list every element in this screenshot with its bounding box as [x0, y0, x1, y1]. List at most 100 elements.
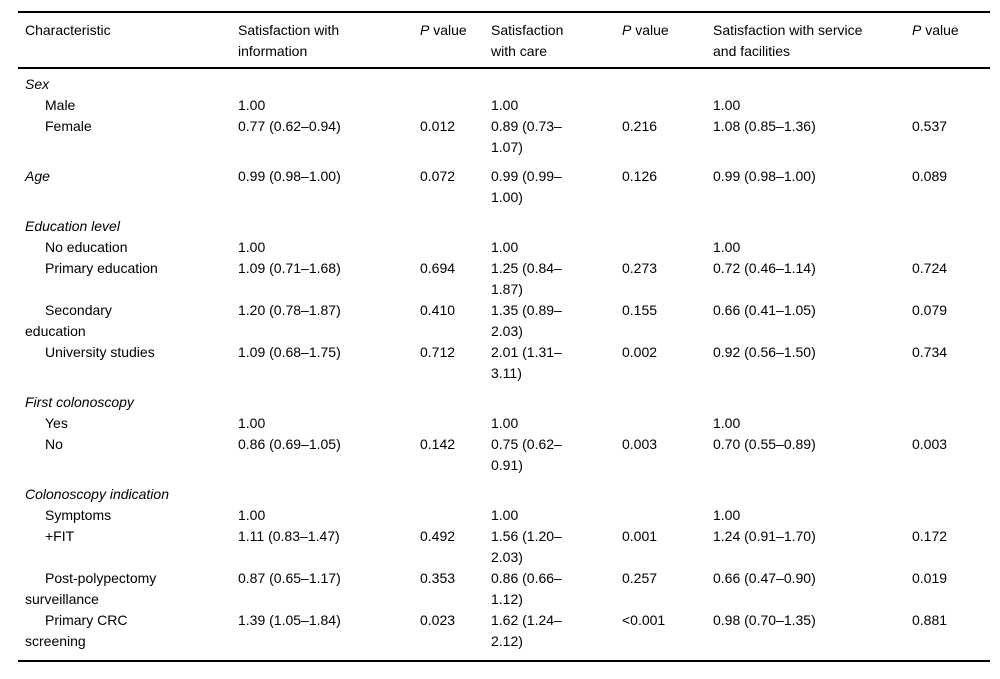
cell-p1: 0.410	[420, 302, 456, 318]
item-row: Female 0.77 (0.62–0.94) 0.012 0.89 (0.73– 1…	[18, 116, 990, 158]
col-header-or1: Satisfaction with information	[238, 22, 340, 59]
item-row: Male 1.00 1.00 1.00	[18, 95, 990, 116]
cell-p2	[622, 384, 713, 413]
cell-or1	[238, 68, 420, 95]
cell-p1: 0.694	[420, 260, 456, 276]
cell-or2	[491, 476, 622, 505]
cell-or1	[238, 384, 420, 413]
cell-or2: 1.62 (1.24– 2.12)	[491, 612, 562, 649]
cell-or3: 0.66 (0.47–0.90)	[713, 570, 816, 586]
cell-label: Education level	[25, 218, 120, 234]
header-row: Characteristic Satisfaction with informat…	[18, 12, 990, 68]
item-row: Primary CRC screening 1.39 (1.05–1.84) 0.0…	[18, 610, 990, 661]
cell-label: No education	[45, 239, 128, 255]
cell-p1: 0.023	[420, 612, 456, 628]
cell-or1: 1.39 (1.05–1.84)	[238, 612, 341, 628]
cell-p2	[622, 95, 713, 116]
item-row: No education 1.00 1.00 1.00	[18, 237, 990, 258]
p-value-italic-prefix: P	[912, 22, 922, 38]
cell-or2	[491, 384, 622, 413]
cell-p3	[912, 413, 990, 434]
col-header-p1: P value	[420, 12, 491, 68]
cell-or2: 1.25 (0.84– 1.87)	[491, 260, 562, 297]
cell-or2: 1.00	[491, 97, 519, 113]
cell-p1	[420, 476, 491, 505]
cell-or3: 0.72 (0.46–1.14)	[713, 260, 816, 276]
cell-or3: 0.66 (0.41–1.05)	[713, 302, 816, 318]
cell-or3: 0.99 (0.98–1.00)	[713, 168, 816, 184]
cell-or3: 0.92 (0.56–1.50)	[713, 344, 816, 360]
cell-label: First colonoscopy	[25, 394, 134, 410]
cell-or1	[238, 208, 420, 237]
cell-p1	[420, 384, 491, 413]
cell-label: Post-polypectomy surveillance	[25, 570, 157, 607]
cell-p2	[622, 413, 713, 434]
cell-p2: 0.002	[622, 344, 658, 360]
cell-or1	[238, 476, 420, 505]
cell-p2: 0.001	[622, 528, 658, 544]
cell-p1: 0.142	[420, 436, 456, 452]
cell-or1: 1.11 (0.83–1.47)	[238, 528, 340, 544]
cell-p1	[420, 237, 491, 258]
cell-p3	[912, 208, 990, 237]
cell-label: Secondary education	[25, 302, 112, 339]
cell-p3	[912, 68, 990, 95]
cell-or2: 1.56 (1.20– 2.03)	[491, 528, 562, 565]
cell-p3: 0.537	[912, 118, 948, 134]
cell-p2	[622, 208, 713, 237]
cell-label: Primary education	[45, 260, 158, 276]
group-row: Education level	[18, 208, 990, 237]
group-row: Colonoscopy indication	[18, 476, 990, 505]
cell-p3: 0.734	[912, 344, 948, 360]
cell-or3: 1.00	[713, 415, 741, 431]
col-header-label: Characteristic	[25, 22, 111, 38]
cell-p1: 0.712	[420, 344, 456, 360]
cell-or1: 1.00	[238, 239, 266, 255]
cell-label: Colonoscopy indication	[25, 486, 169, 502]
cell-p2: 0.257	[622, 570, 658, 586]
cell-p2: <0.001	[622, 612, 666, 628]
cell-label: Male	[45, 97, 76, 113]
cell-p3: 0.172	[912, 528, 948, 544]
cell-or1: 1.20 (0.78–1.87)	[238, 302, 341, 318]
cell-p1: 0.072	[420, 168, 456, 184]
cell-p2	[622, 68, 713, 95]
cell-p2: 0.273	[622, 260, 658, 276]
cell-or3	[713, 68, 912, 95]
cell-label: Symptoms	[45, 507, 112, 523]
cell-p3	[912, 476, 990, 505]
cell-label: Sex	[25, 76, 50, 92]
cell-or1: 1.00	[238, 507, 266, 523]
p-value-rest: value	[631, 22, 669, 38]
cell-or2: 0.75 (0.62– 0.91)	[491, 436, 562, 473]
cell-label: +FIT	[45, 528, 75, 544]
cell-or2	[491, 208, 622, 237]
cell-label: Yes	[45, 415, 68, 431]
item-row: Symptoms 1.00 1.00 1.00	[18, 505, 990, 526]
cell-or2: 1.00	[491, 507, 519, 523]
item-row: Primary education 1.09 (0.71–1.68) 0.694 1.…	[18, 258, 990, 300]
cell-or2: 1.00	[491, 415, 519, 431]
cell-or2: 1.00	[491, 239, 519, 255]
cell-or1: 1.09 (0.71–1.68)	[238, 260, 341, 276]
col-header-or3: Satisfaction with service and facilities	[713, 22, 863, 59]
item-row: No 0.86 (0.69–1.05) 0.142 0.75 (0.62– 0.91)…	[18, 434, 990, 476]
cell-or1: 0.87 (0.65–1.17)	[238, 570, 341, 586]
cell-or2	[491, 68, 622, 95]
p-value-rest: value	[921, 22, 959, 38]
cell-p2	[622, 237, 713, 258]
cell-p1	[420, 208, 491, 237]
cell-p3: 0.881	[912, 612, 948, 628]
cell-or2: 0.99 (0.99– 1.00)	[491, 168, 562, 205]
cell-p3: 0.089	[912, 168, 948, 184]
cell-p2	[622, 505, 713, 526]
cell-p1: 0.012	[420, 118, 456, 134]
cell-label: No	[45, 436, 63, 452]
cell-or3: 1.00	[713, 507, 741, 523]
cell-or3	[713, 384, 912, 413]
cell-or3: 1.00	[713, 239, 741, 255]
cell-or2: 2.01 (1.31– 3.11)	[491, 344, 562, 381]
col-header-p2: P value	[622, 12, 713, 68]
cell-or3: 1.24 (0.91–1.70)	[713, 528, 816, 544]
cell-p2: 0.216	[622, 118, 658, 134]
